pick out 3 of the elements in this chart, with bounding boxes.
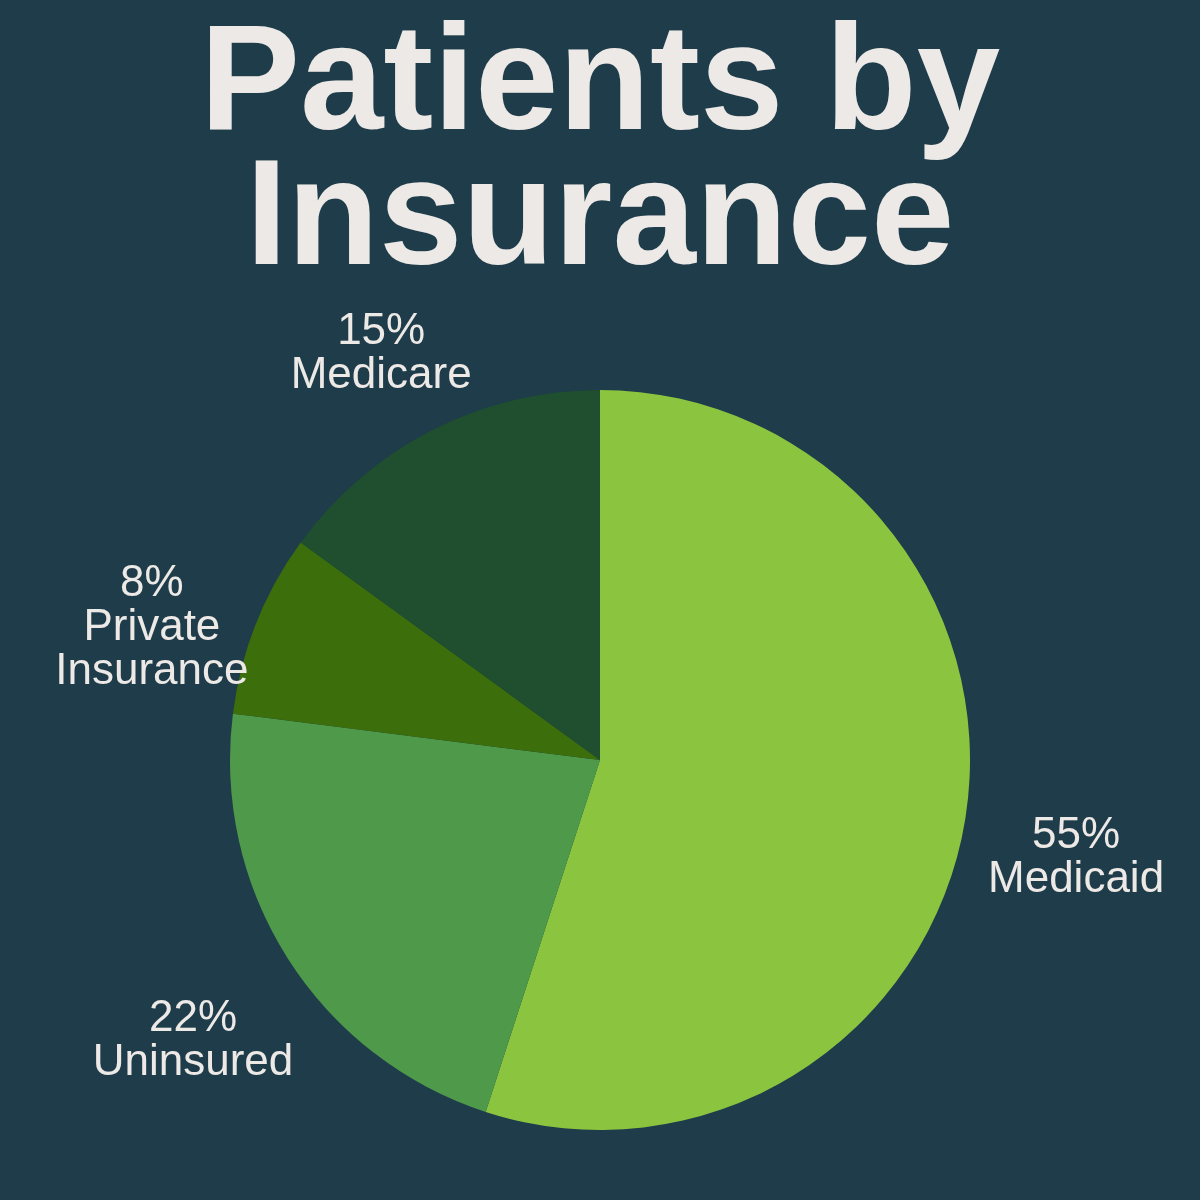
pie-slice <box>485 390 970 1130</box>
chart-title: Patients by Insurance <box>199 0 1001 296</box>
pie-slice <box>300 390 600 760</box>
